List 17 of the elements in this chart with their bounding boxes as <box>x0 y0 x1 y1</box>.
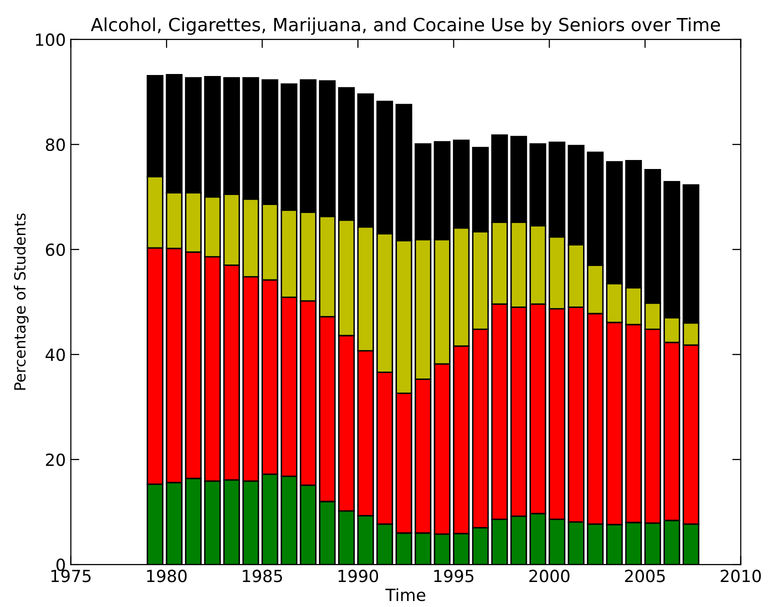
x-tick-label: 1975 <box>51 570 91 582</box>
x-tick-label: 1980 <box>147 570 187 582</box>
y-tick-label: 60 <box>46 243 65 256</box>
x-axis-title: Time <box>385 588 426 602</box>
x-tick-label: 2005 <box>625 570 665 582</box>
y-tick-label: 40 <box>46 348 65 362</box>
y-axis-title: Percentage of Students <box>14 213 29 390</box>
x-tick-label: 1990 <box>338 570 378 582</box>
x-tick-label: 1995 <box>434 570 474 582</box>
y-tick-label: 80 <box>46 138 65 152</box>
x-tick-label: 2010 <box>720 570 761 582</box>
y-tick-label: 20 <box>46 453 65 466</box>
x-tick-label: 1985 <box>242 570 282 582</box>
x-tick-label: 2000 <box>529 570 570 582</box>
y-tick-label: 100 <box>36 33 65 46</box>
y-tick-label: 0 <box>56 558 65 572</box>
chart-title: Alcohol, Cigarettes, Marijuana, and Cocaine Use by Seniors over Time <box>90 17 720 35</box>
